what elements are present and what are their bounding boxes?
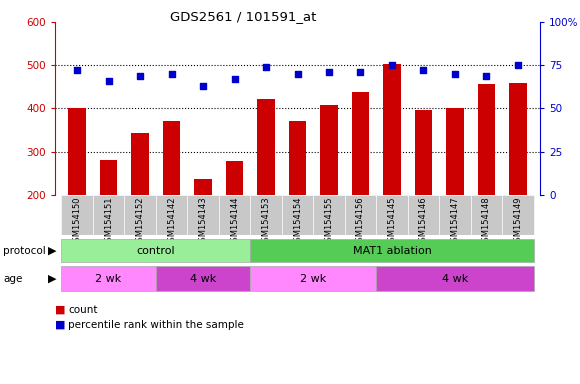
- Text: GSM154149: GSM154149: [513, 196, 523, 247]
- Point: [167, 71, 176, 77]
- Bar: [408, 195, 439, 235]
- Text: ■: ■: [55, 305, 66, 315]
- Bar: [446, 109, 463, 195]
- Bar: [250, 266, 376, 291]
- Bar: [163, 121, 180, 195]
- Text: GSM154143: GSM154143: [198, 196, 208, 247]
- Bar: [68, 109, 86, 195]
- Text: GSM154144: GSM154144: [230, 196, 239, 247]
- Bar: [156, 266, 250, 291]
- Point: [262, 64, 271, 70]
- Text: GSM154155: GSM154155: [324, 196, 334, 247]
- Bar: [289, 121, 306, 195]
- Bar: [352, 92, 369, 195]
- Point: [230, 76, 239, 82]
- Text: control: control: [136, 245, 175, 255]
- Bar: [439, 195, 471, 235]
- Bar: [376, 266, 534, 291]
- Text: GSM154152: GSM154152: [136, 196, 144, 247]
- Point: [356, 69, 365, 75]
- Text: age: age: [3, 273, 22, 283]
- Text: GSM154154: GSM154154: [293, 196, 302, 247]
- Bar: [471, 195, 502, 235]
- Point: [324, 69, 334, 75]
- Point: [387, 62, 397, 68]
- Bar: [250, 239, 534, 262]
- Text: GSM154151: GSM154151: [104, 196, 113, 247]
- Text: GSM154148: GSM154148: [482, 196, 491, 247]
- Text: ■: ■: [55, 320, 66, 330]
- Point: [419, 67, 428, 73]
- Point: [135, 73, 144, 79]
- Text: 4 wk: 4 wk: [442, 273, 468, 283]
- Text: GSM154156: GSM154156: [356, 196, 365, 247]
- Bar: [100, 159, 117, 195]
- Text: 4 wk: 4 wk: [190, 273, 216, 283]
- Text: GSM154153: GSM154153: [262, 196, 270, 247]
- Bar: [194, 179, 212, 195]
- Point: [293, 71, 302, 77]
- Bar: [132, 133, 148, 195]
- Point: [513, 62, 523, 68]
- Point: [482, 73, 491, 79]
- Bar: [93, 195, 124, 235]
- Text: GSM154150: GSM154150: [72, 196, 82, 247]
- Text: ▶: ▶: [48, 273, 57, 283]
- Text: count: count: [68, 305, 98, 315]
- Bar: [282, 195, 313, 235]
- Text: percentile rank within the sample: percentile rank within the sample: [68, 320, 244, 330]
- Text: GSM154147: GSM154147: [451, 196, 459, 247]
- Bar: [502, 195, 534, 235]
- Bar: [61, 266, 156, 291]
- Bar: [250, 195, 282, 235]
- Text: ▶: ▶: [48, 245, 57, 255]
- Bar: [258, 99, 275, 195]
- Bar: [313, 195, 345, 235]
- Point: [198, 83, 208, 89]
- Bar: [376, 195, 408, 235]
- Bar: [219, 195, 250, 235]
- Bar: [61, 195, 93, 235]
- Point: [450, 71, 459, 77]
- Text: protocol: protocol: [3, 245, 46, 255]
- Bar: [226, 161, 243, 195]
- Bar: [320, 105, 338, 195]
- Text: GSM154146: GSM154146: [419, 196, 428, 247]
- Bar: [156, 195, 187, 235]
- Text: GSM154142: GSM154142: [167, 196, 176, 247]
- Bar: [187, 195, 219, 235]
- Bar: [509, 83, 527, 195]
- Text: MAT1 ablation: MAT1 ablation: [353, 245, 432, 255]
- Text: 2 wk: 2 wk: [300, 273, 327, 283]
- Text: GSM154145: GSM154145: [387, 196, 397, 247]
- Bar: [415, 110, 432, 195]
- Bar: [345, 195, 376, 235]
- Point: [72, 67, 82, 73]
- Text: 2 wk: 2 wk: [96, 273, 122, 283]
- Point: [104, 78, 113, 84]
- Bar: [124, 195, 156, 235]
- Bar: [478, 84, 495, 195]
- Bar: [61, 239, 250, 262]
- Bar: [383, 63, 401, 195]
- Text: GDS2561 / 101591_at: GDS2561 / 101591_at: [171, 10, 317, 23]
